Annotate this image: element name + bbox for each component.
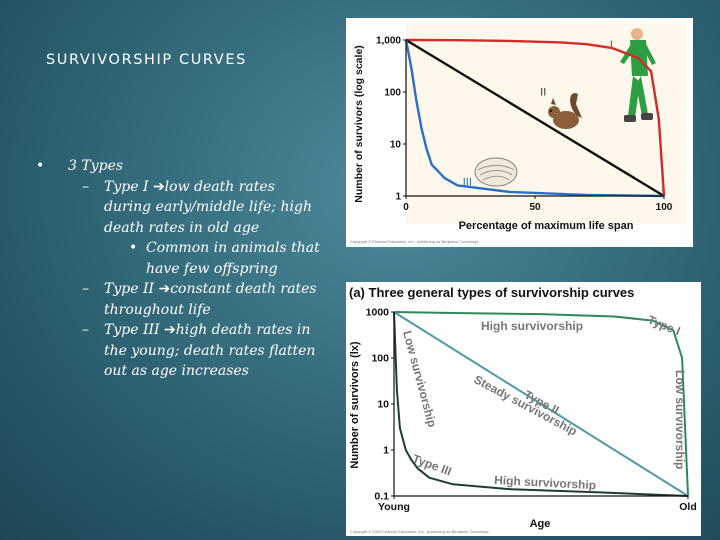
series-line-ii: [405, 38, 665, 198]
bullet-text: 3 Types: [68, 158, 124, 174]
chart-2-ylabel: Number of survivors (lx): [349, 341, 361, 468]
squirrel-icon: [548, 93, 582, 129]
bullet-item: – Type I ➔low death rates during early/mi…: [36, 177, 326, 239]
series-line-i: [405, 38, 666, 197]
chart-2-svg: (a) Three general types of survivorship …: [346, 282, 701, 536]
annotation-high-survivorship-bottom: High survivorship: [494, 473, 597, 492]
bullet-item: – Type III ➔high death rates in the young…: [36, 320, 326, 382]
dash-icon: –: [82, 281, 89, 297]
chart-1-xlabel: Percentage of maximum life span: [459, 220, 634, 232]
y-tick-label: 1: [383, 445, 389, 457]
y-tick-label: 1,000: [376, 36, 401, 47]
annotation-low-survivorship-right: Low survivorship: [673, 370, 687, 469]
chart-2-title: (a) Three general types of survivorship …: [349, 285, 634, 300]
y-tick-label: 1: [395, 192, 401, 203]
bullet-list: • 3 Types – Type I ➔low death rates during…: [36, 156, 326, 382]
series-label: I: [610, 39, 613, 51]
y-tick-label: 100: [371, 353, 389, 365]
y-tick-label: 10: [377, 399, 389, 411]
annotation-high-survivorship-top: High survivorship: [481, 319, 583, 333]
arrow-icon: ➔: [152, 178, 165, 195]
bullet-text: constant death rates throughout life: [104, 281, 317, 318]
chart-2-panel: (a) Three general types of survivorship …: [346, 282, 701, 536]
x-tick-label: 0: [403, 202, 409, 213]
bullet-dot-icon: •: [36, 158, 45, 174]
series-label: III: [463, 176, 472, 188]
x-tick-label: 50: [529, 202, 541, 213]
chart-2-credit: Copyright © 2004 Pearson Education, Inc.…: [350, 529, 489, 534]
y-tick-label: 1000: [366, 307, 390, 319]
dash-icon: –: [82, 322, 89, 338]
y-tick-label: 0.1: [374, 491, 389, 503]
chart-1-panel: I II III 1 10 100 1,000 0 50 100 Number of survi…: [346, 18, 693, 247]
bullet-lead: Type I: [104, 178, 149, 195]
series-label: II: [540, 87, 546, 99]
arrow-icon: ➔: [164, 322, 176, 338]
series-line-type-ii: [393, 311, 689, 497]
y-tick-label: 100: [384, 88, 401, 99]
chart-1-credit: Copyright © Pearson Education, Inc., pub…: [350, 239, 479, 244]
chart-2-xlabel: Age: [530, 518, 551, 530]
x-tick-label: Old: [679, 501, 697, 513]
x-tick-label: 100: [656, 202, 673, 213]
chart-1-ylabel: Number of survivors (log scale): [353, 45, 365, 203]
bullet-text: high death rates in the young; death rat…: [104, 322, 316, 379]
arrow-icon: ➔: [158, 281, 171, 297]
bullet-item: • Common in animals that have few offspri…: [36, 238, 326, 279]
bullet-item: • 3 Types: [36, 156, 326, 177]
bullet-text: Common in animals that have few offsprin…: [146, 240, 320, 277]
series-line-type-i: [393, 311, 689, 497]
dash-icon: –: [82, 178, 89, 195]
x-tick-label: Young: [378, 501, 410, 513]
series-line-type-iii: [393, 311, 689, 497]
bullet-lead: Type II: [104, 281, 155, 297]
chart-1-illustrations: [474, 28, 656, 187]
bullet-text: low death rates during early/middle life…: [104, 178, 312, 236]
bullet-dot-icon: •: [129, 240, 138, 256]
slide-title: SURVIVORSHIP CURVES: [46, 52, 247, 68]
series-line-iii: [404, 39, 665, 198]
bullet-item: – Type II ➔constant death rates throughou…: [36, 279, 326, 320]
bullet-lead: Type III: [104, 322, 160, 338]
oyster-icon: [474, 157, 518, 187]
y-tick-label: 10: [390, 140, 402, 151]
